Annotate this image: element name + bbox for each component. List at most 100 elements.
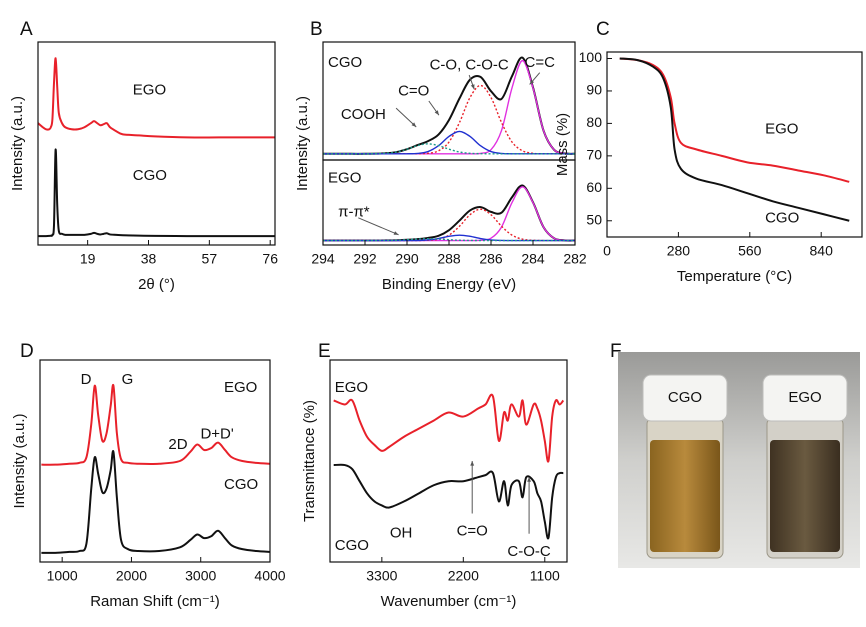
x-tick-label: 76: [262, 251, 278, 267]
plot-area: [323, 184, 575, 242]
chart-panel: Intensity (a.u.) B C=C C-O, C-O-CC=O COOH CGO: [294, 19, 576, 191]
annotation: OH: [390, 525, 413, 542]
chart-panel: 19 38 57 76 2θ (°) Intensity (a.u.) A EGO CGO: [9, 19, 278, 293]
y-axis-label: Mass (%): [554, 113, 571, 176]
vial-label: EGO: [788, 389, 821, 406]
vial-liquid: [650, 440, 720, 552]
annotation: 2D: [168, 436, 187, 453]
vial-liquid: [770, 440, 840, 552]
y-axis-label: Intensity (a.u.): [9, 96, 26, 191]
x-tick-label: 2200: [448, 568, 479, 584]
series-line: [41, 383, 270, 466]
x-tick-label: 294: [311, 251, 335, 267]
x-tick-label: 19: [80, 251, 96, 267]
series-label: EGO: [133, 82, 166, 99]
x-tick-label: 4000: [254, 568, 285, 584]
panel-letter: F: [610, 341, 622, 362]
plot-area: [619, 57, 850, 222]
arrow-head: [470, 461, 475, 466]
photo-panel: CGO EGO F: [610, 341, 860, 568]
y-tick-label: 50: [586, 211, 602, 227]
arrow-head: [529, 79, 535, 85]
plot-frame: [606, 51, 863, 238]
annotation: C=O: [457, 523, 488, 540]
series-label: EGO: [765, 121, 798, 138]
x-tick-label: 0: [603, 243, 611, 259]
annotation: D+D': [200, 426, 233, 443]
y-tick-label: 100: [579, 49, 603, 65]
series-line: [38, 57, 275, 139]
series-line: [323, 143, 575, 155]
series-line: [619, 57, 850, 183]
x-tick-label: 38: [141, 251, 157, 267]
panel-letter: D: [20, 341, 34, 362]
annotation: EGO: [328, 170, 361, 187]
x-tick-label: 280: [667, 243, 691, 259]
plot-frame: [37, 41, 276, 246]
x-axis-label: Temperature (°C): [677, 268, 792, 285]
series-label: C=O: [398, 83, 429, 100]
x-axis-label: Raman Shift (cm⁻¹): [90, 593, 220, 610]
annotation: CGO: [328, 54, 362, 71]
x-axis-label: 2θ (°): [138, 276, 175, 293]
y-tick-label: 80: [586, 114, 602, 130]
y-tick-label: 60: [586, 179, 602, 195]
arrow-head: [411, 122, 417, 127]
annotation: π-π*: [338, 204, 370, 221]
arrow-head: [470, 84, 475, 90]
series-label: C-O, C-O-C: [430, 57, 509, 74]
x-tick-label: 560: [738, 243, 762, 259]
plot-area: [41, 383, 270, 554]
annotation: C-O-C: [507, 543, 550, 560]
panel-letter: E: [318, 341, 331, 362]
x-tick-label: 57: [202, 251, 218, 267]
panel-letter: C: [596, 19, 610, 40]
panel-letter: A: [20, 19, 33, 40]
x-tick-label: 284: [521, 251, 545, 267]
arrow-head: [527, 477, 532, 482]
vial-label: CGO: [668, 389, 702, 406]
x-tick-label: 286: [479, 251, 503, 267]
y-tick-label: 70: [586, 147, 602, 163]
series-line: [38, 148, 275, 238]
plot-frame: [329, 359, 568, 563]
plot-area: [323, 56, 575, 155]
plot-frame: [39, 359, 271, 563]
x-tick-label: 2000: [116, 568, 147, 584]
series-line: [333, 463, 564, 540]
x-tick-label: 282: [563, 251, 587, 267]
x-tick-label: 3300: [366, 568, 397, 584]
series-line: [619, 57, 850, 222]
chart-panel: 0 280 560 840 50 60 70 80 90 100 Temperature (°C) M…: [554, 19, 863, 285]
x-tick-label: 1100: [530, 568, 560, 584]
annotation: G: [122, 371, 134, 388]
chart-panel: 294 292 290 288 286 284 282 Binding Energy (eV)…: [311, 159, 587, 293]
annotation: D: [81, 371, 92, 388]
arrow: [358, 217, 399, 236]
chart-panel: 3300 2200 1100 Wavenumber (cm⁻¹) Transmittan…: [301, 341, 568, 610]
series-line: [41, 450, 270, 554]
y-axis-label: Intensity (a.u.): [294, 96, 311, 191]
arrow-head: [393, 231, 399, 235]
vial-cap: [762, 374, 848, 422]
vial-cap: [642, 374, 728, 422]
series-line: [323, 238, 575, 242]
chart-panel: 1000 2000 3000 4000 Raman Shift (cm⁻¹) Intens…: [11, 341, 286, 610]
series-label: CGO: [765, 209, 799, 226]
x-tick-label: 3000: [185, 568, 216, 584]
series-label: EGO: [335, 379, 368, 396]
x-tick-label: 840: [810, 243, 834, 259]
series-label: CGO: [335, 537, 369, 554]
x-tick-label: 288: [437, 251, 461, 267]
x-axis-label: Binding Energy (eV): [382, 276, 516, 293]
plot-area: [333, 393, 565, 540]
plot-area: [38, 57, 275, 238]
panel-letter: B: [310, 19, 323, 40]
series-label: CGO: [224, 476, 258, 493]
arrow-head: [434, 110, 439, 116]
y-axis-label: Intensity (a.u.): [11, 413, 28, 508]
series-label: C=C: [525, 54, 556, 71]
series-label: COOH: [341, 106, 386, 123]
